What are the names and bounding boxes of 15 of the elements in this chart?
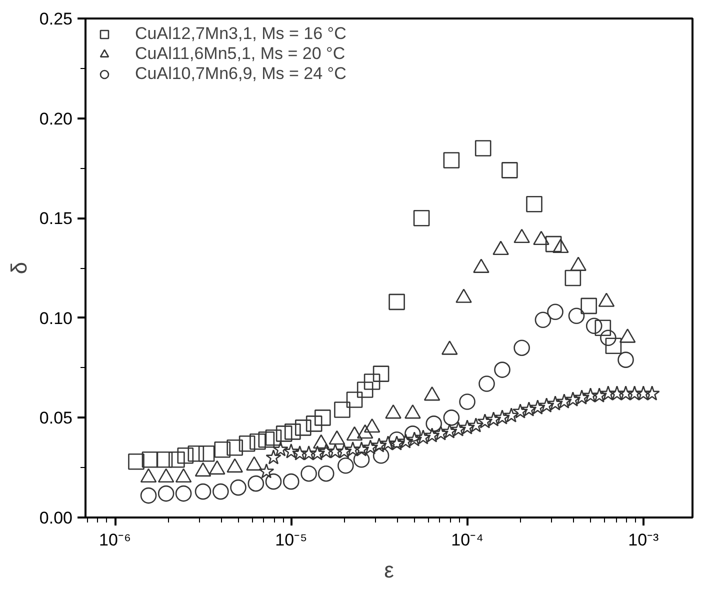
y-tick-label: 0.05 — [39, 408, 73, 428]
x-tick-label: 10⁻⁵ — [275, 530, 308, 550]
y-tick-label: 0.00 — [39, 508, 73, 528]
x-tick-label: 10⁻³ — [628, 530, 660, 550]
x-tick-label: 10⁻⁶ — [99, 530, 131, 550]
y-tick-label: 0.10 — [39, 308, 73, 328]
legend-label: CuAl10,7Mn6,9, Ms = 24 °C — [135, 64, 346, 84]
x-axis-title: ε — [384, 558, 394, 582]
legend-label: CuAl11,6Mn5,1, Ms = 20 °C — [135, 44, 346, 64]
x-tick-label: 10⁻⁴ — [451, 530, 484, 550]
y-tick-label: 0.15 — [39, 209, 73, 228]
legend-label: CuAl12,7Mn3,1, Ms = 16 °C — [135, 24, 346, 44]
y-axis-title: δ — [6, 262, 32, 274]
y-tick-label: 0.20 — [39, 109, 73, 128]
y-tick-label: 0.25 — [39, 10, 73, 28]
